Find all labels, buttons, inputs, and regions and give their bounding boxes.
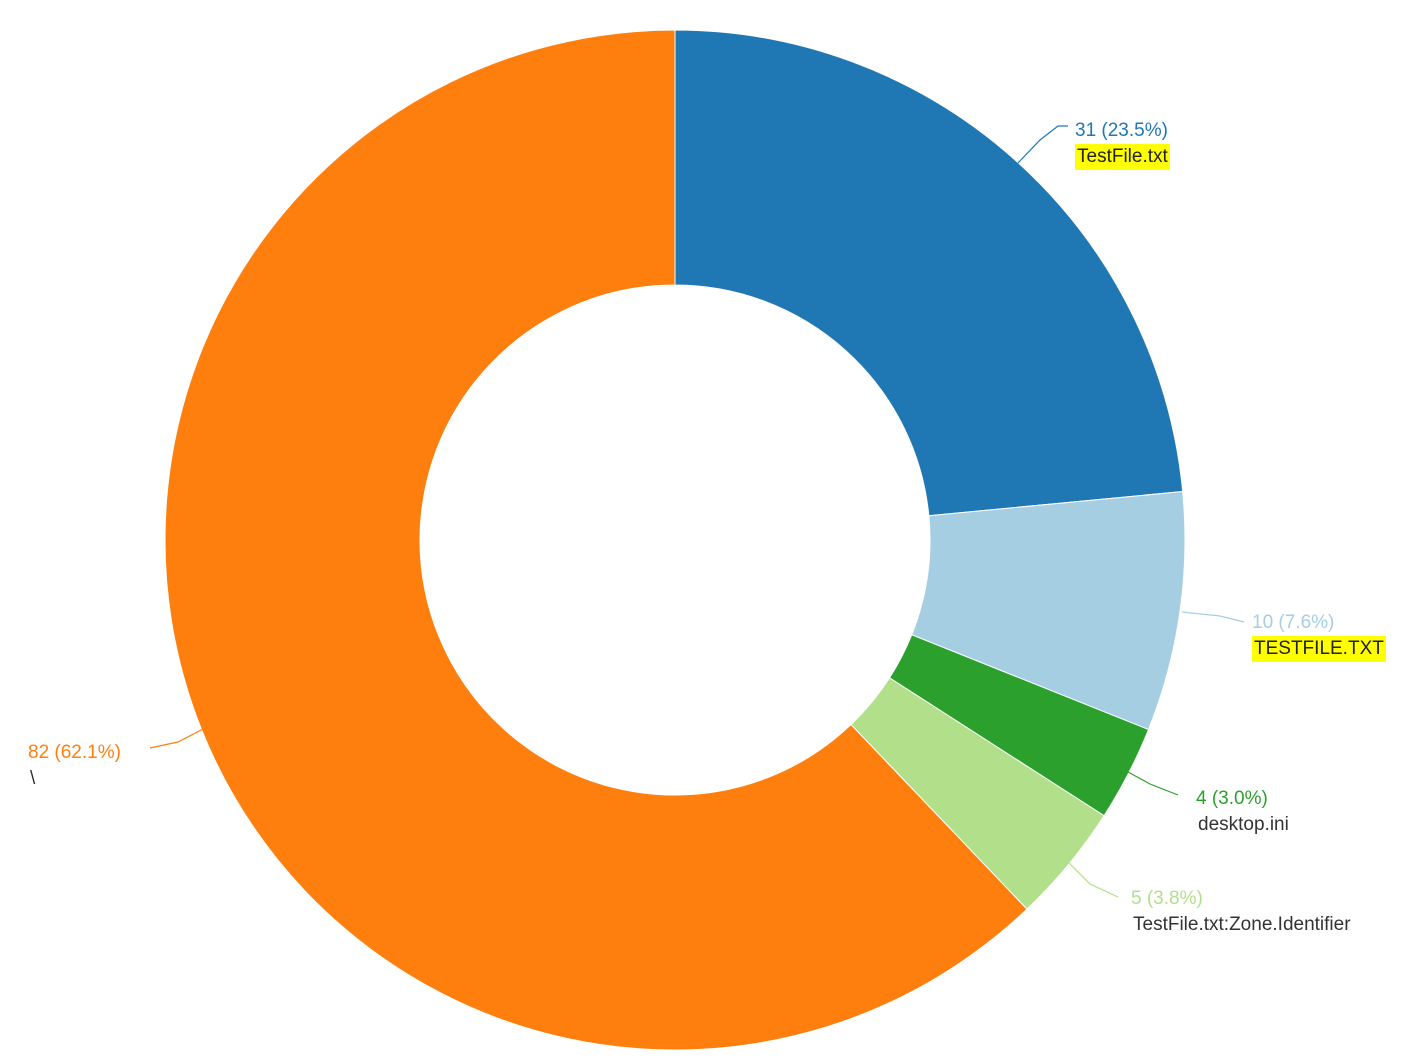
donut-slice[interactable] (164, 29, 1028, 1051)
slice-value-label: 4 (3.0%) (1196, 788, 1268, 809)
slice-name-label: TESTFILE.TXT (1252, 636, 1386, 662)
slice-name-label: desktop.ini (1198, 814, 1289, 835)
leader-line (1017, 125, 1068, 164)
slice-value-label: 10 (7.6%) (1252, 612, 1335, 633)
slice-label: 82 (62.1%) \ (28, 740, 121, 792)
slice-label: 10 (7.6%) TESTFILE.TXT (1252, 610, 1386, 662)
slice-label: 4 (3.0%) desktop.ini (1196, 786, 1291, 838)
leader-line (1127, 771, 1179, 796)
leader-line (149, 727, 206, 749)
slice-name-label: \ (30, 768, 36, 789)
slice-value-label: 31 (23.5%) (1075, 120, 1168, 141)
donut-slice[interactable] (674, 29, 1184, 517)
leader-line (1067, 861, 1119, 898)
slice-label: 5 (3.8%) TestFile.txt:Zone.Identifier (1131, 886, 1353, 938)
slice-label: 31 (23.5%) TestFile.txt (1075, 118, 1170, 170)
slice-name-label: TestFile.txt (1075, 144, 1170, 170)
leader-line (1181, 611, 1245, 623)
slice-value-label: 82 (62.1%) (28, 742, 121, 763)
slice-value-label: 5 (3.8%) (1131, 888, 1203, 909)
slice-name-label: TestFile.txt:Zone.Identifier (1133, 914, 1351, 935)
